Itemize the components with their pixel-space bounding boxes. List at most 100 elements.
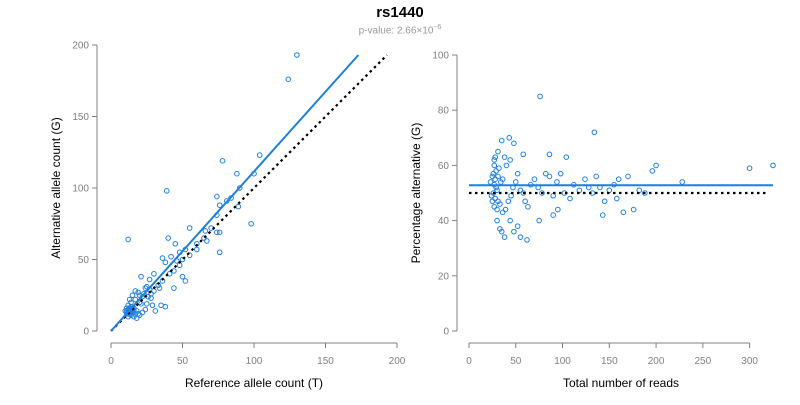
right-x-tick-label: 150	[601, 356, 618, 367]
right-data-point	[555, 206, 561, 213]
right-data-point	[503, 162, 510, 169]
right-data-point	[514, 170, 521, 177]
p-value-prefix: p-value: 2.66	[358, 25, 417, 37]
right-data-point	[554, 179, 560, 185]
left-data-point	[214, 229, 220, 236]
left-data-point	[201, 235, 207, 241]
right-data-point	[496, 165, 502, 171]
right-data-point	[498, 137, 505, 144]
right-data-point	[492, 154, 498, 160]
left-data-point	[132, 288, 139, 294]
left-data-point	[179, 256, 186, 263]
right-data-point	[630, 206, 637, 213]
left-data-point	[141, 291, 147, 297]
left-data-point	[168, 253, 174, 260]
right-x-tick-label: 300	[741, 356, 758, 367]
right-y-tick-label: 20	[438, 271, 450, 282]
left-data-point	[163, 188, 170, 194]
left-y-axis-title: Alternative allele count (G)	[49, 117, 63, 258]
right-data-point	[489, 198, 496, 205]
left-reference-line	[110, 54, 388, 332]
right-data-point	[746, 165, 753, 171]
left-data-point	[194, 246, 200, 253]
right-data-point	[520, 190, 527, 196]
chart-title: rs1440	[376, 4, 424, 21]
right-data-point	[531, 176, 538, 182]
right-data-point	[679, 179, 686, 185]
right-data-point	[542, 170, 549, 177]
left-panel: 0 50 100 150 200 0 50 100 150 200 Reference allele…	[49, 41, 406, 391]
left-data-point	[235, 203, 242, 210]
right-data-point	[517, 234, 524, 240]
right-data-point	[507, 217, 513, 224]
left-data-point	[216, 229, 223, 236]
left-data-point	[214, 193, 220, 200]
right-data-point	[576, 187, 583, 194]
left-x-axis-title: Reference allele count (T)	[185, 376, 323, 390]
left-data-point	[186, 252, 193, 259]
right-data-point	[599, 212, 606, 218]
right-x-axis-title: Total number of reads	[563, 376, 679, 390]
right-data-point	[539, 190, 545, 196]
right-data-point	[601, 198, 608, 205]
right-data-point	[522, 198, 528, 205]
left-data-point	[162, 303, 169, 310]
right-data-point	[508, 192, 514, 199]
left-data-point	[126, 296, 133, 303]
right-data-point	[488, 192, 495, 199]
p-value-exponent: −6	[433, 24, 442, 31]
right-y-tick-label: 40	[438, 216, 450, 227]
right-data-point	[536, 217, 542, 224]
right-data-point	[591, 129, 598, 136]
right-data-point	[517, 187, 524, 194]
right-data-point	[495, 148, 501, 155]
right-y-tick-label: 100	[432, 51, 449, 62]
right-data-point	[487, 179, 494, 185]
right-data-point	[507, 157, 513, 163]
left-data-point	[216, 249, 223, 256]
left-data-point	[151, 271, 157, 277]
right-data-point	[506, 135, 513, 141]
right-data-point	[502, 206, 509, 213]
p-value-times: ×	[416, 25, 423, 37]
right-data-point	[491, 204, 498, 210]
left-data-point	[149, 302, 156, 309]
left-y-tick-label: 100	[72, 184, 89, 195]
left-data-point	[146, 276, 153, 283]
right-data-point	[511, 228, 517, 235]
right-data-point	[511, 140, 517, 147]
right-data-point	[546, 151, 553, 158]
left-data-point	[159, 255, 166, 261]
right-data-point	[497, 226, 503, 232]
right-data-point	[492, 195, 498, 202]
left-x-tick-label: 50	[177, 356, 189, 367]
left-y-tick-label: 0	[83, 327, 89, 338]
right-y-tick-label: 60	[438, 161, 450, 172]
right-data-point	[489, 173, 496, 180]
right-y-tick-label: 80	[438, 106, 450, 117]
left-data-point	[131, 313, 137, 320]
right-data-point	[520, 151, 527, 158]
left-data-point	[156, 285, 163, 291]
right-data-point	[494, 187, 500, 194]
left-data-point	[143, 301, 150, 307]
right-data-point	[557, 170, 564, 177]
right-data-point	[495, 173, 501, 180]
right-data-point	[582, 176, 588, 182]
left-data-point	[142, 306, 149, 313]
right-data-point	[642, 190, 648, 196]
left-data-point	[138, 273, 144, 280]
right-data-point	[525, 204, 531, 210]
left-x-tick-label: 150	[317, 356, 334, 367]
right-data-point	[492, 176, 498, 182]
right-x-tick-label: 0	[466, 356, 472, 367]
left-y-tick-label: 200	[72, 41, 89, 52]
right-data-point	[505, 198, 512, 205]
left-data-point	[171, 285, 177, 291]
right-data-point	[501, 154, 508, 160]
left-data-point	[234, 170, 240, 177]
left-data-point	[248, 220, 254, 227]
left-data-point	[186, 225, 193, 231]
left-y-tick-label: 50	[78, 255, 90, 266]
